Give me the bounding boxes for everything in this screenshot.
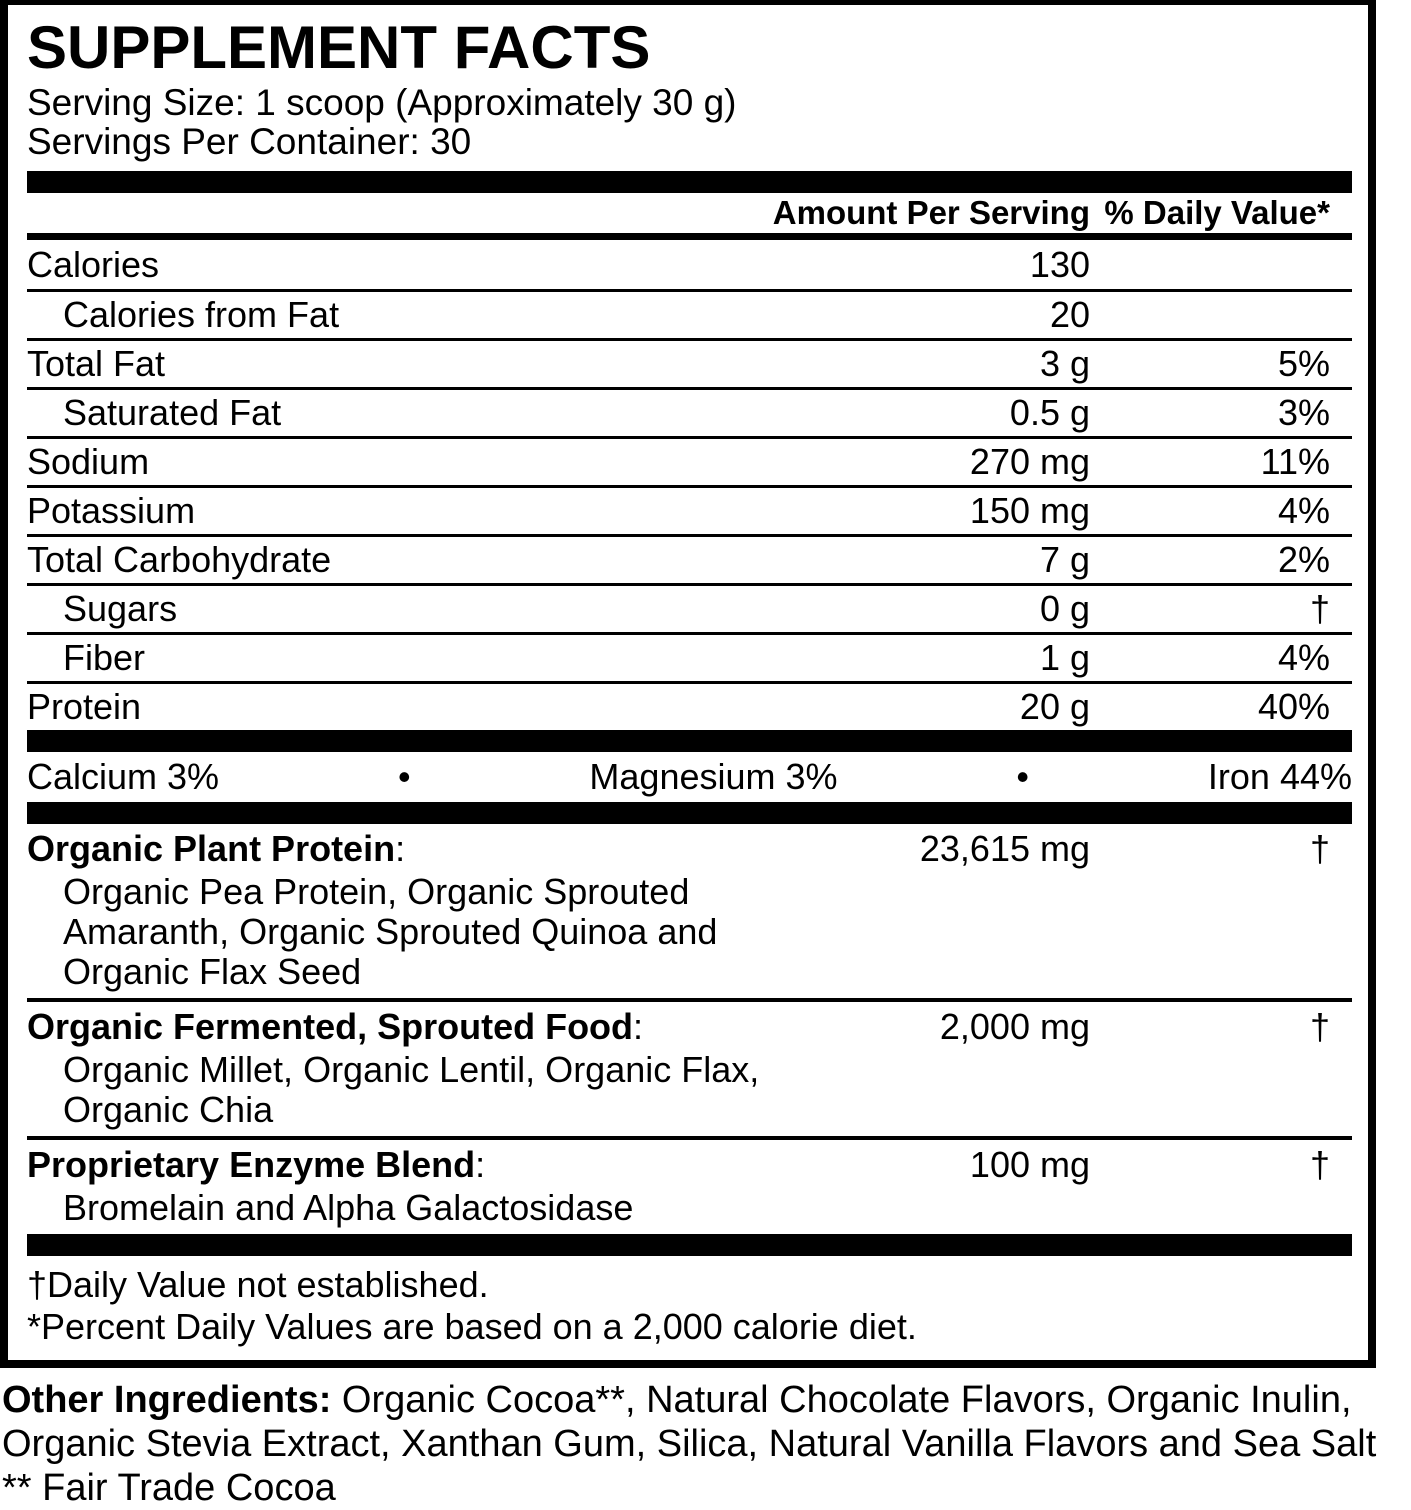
- blend-section-organic-plant-protein: Organic Plant Protein: 23,615 mg † Organic …: [27, 824, 1352, 998]
- nutrient-amt-total-carbohydrate: 7 g: [1039, 539, 1090, 580]
- footnote-percent-dv: *Percent Daily Values are based on a 2,0…: [27, 1306, 917, 1347]
- nutrient-amt-protein: 20 g: [1019, 686, 1090, 727]
- other-ingredients-line: Other Ingredients: Organic Cocoa**, Natu…: [2, 1378, 1411, 1422]
- nutrient-lbl-calories-from-fat: Calories from Fat: [63, 294, 340, 335]
- blend-ingredients-line: Amaranth, Organic Sprouted Quinoa and: [63, 911, 718, 952]
- nutrient-lbl-calories: Calories: [27, 243, 160, 285]
- nutrient-dvc-fiber: 4%: [1277, 637, 1330, 678]
- nutrient-amt-potassium: 150 mg: [969, 490, 1090, 531]
- blend-sections: Organic Plant Protein: 23,615 mg † Organic …: [27, 824, 1352, 1234]
- thick-divider-after-protein: [27, 730, 1352, 752]
- nutrient-row-protein: Protein 20 g 40%: [27, 681, 1352, 730]
- nutrient-amt-total-fat: 3 g: [1039, 343, 1090, 384]
- nutrient-row-total-fat: Total Fat 3 g 5%: [27, 338, 1352, 387]
- calcium-value: Calcium 3%: [27, 756, 220, 797]
- serving-info: Serving Size: 1 scoop (Approximately 30 …: [27, 77, 1352, 161]
- medium-divider-under-header: [27, 233, 1352, 240]
- nutrient-dvc-sugars: †: [1309, 588, 1330, 629]
- nutrient-amt-fiber: 1 g: [1039, 637, 1090, 678]
- bullet-separator: •: [1016, 756, 1030, 797]
- blend-dv-organic-fermented-sprouted-food: †: [1309, 1006, 1330, 1047]
- blend-amount-proprietary-enzyme-blend: 100 mg: [969, 1144, 1090, 1185]
- nutrient-amt-calories-from-fat: 20: [1049, 294, 1090, 335]
- blend-section-organic-fermented-sprouted-food: Organic Fermented, Sprouted Food: 2,000 m…: [27, 998, 1352, 1136]
- servings-per-container: Servings Per Container: 30: [27, 121, 472, 162]
- nutrient-dvc-protein: 40%: [1257, 686, 1330, 727]
- nutrient-lbl-fiber: Fiber: [63, 637, 146, 678]
- nutrient-lbl-total-fat: Total Fat: [27, 343, 166, 384]
- blend-ingredients-line: Organic Flax Seed: [63, 951, 362, 992]
- nutrient-amt-saturated-fat: 0.5 g: [1009, 392, 1090, 433]
- thick-divider-top: [27, 171, 1352, 193]
- minerals-row: Calcium 3% • Magnesium 3% • Iron 44%: [27, 752, 1352, 802]
- nutrient-dvc-saturated-fat: 3%: [1277, 392, 1330, 433]
- column-header-daily-value: % Daily Value*: [1104, 194, 1330, 231]
- blend-heading-organic-fermented-sprouted-food: Organic Fermented, Sprouted Food: 2,000 m…: [27, 1004, 1352, 1050]
- blend-name-organic-plant-protein: Organic Plant Protein:: [27, 828, 406, 869]
- iron-value: Iron 44%: [1207, 756, 1352, 797]
- thick-divider-after-minerals: [27, 802, 1352, 824]
- nutrient-row-potassium: Potassium 150 mg 4%: [27, 485, 1352, 534]
- nutrient-row-calories: Calories 130: [27, 240, 1352, 289]
- nutrient-lbl-sugars: Sugars: [63, 588, 178, 629]
- blend-amount-organic-plant-protein: 23,615 mg: [919, 828, 1090, 869]
- blend-dv-organic-plant-protein: †: [1309, 828, 1330, 869]
- nutrient-amt-sugars: 0 g: [1039, 588, 1090, 629]
- nutrient-amt-sodium: 270 mg: [969, 441, 1090, 482]
- nutrient-row-sugars: Sugars 0 g †: [27, 583, 1352, 632]
- blend-ingredients-line: Organic Chia: [63, 1089, 274, 1130]
- nutrient-row-total-carbohydrate: Total Carbohydrate 7 g 2%: [27, 534, 1352, 583]
- blend-section-proprietary-enzyme-blend: Proprietary Enzyme Blend: 100 mg † Bromelai…: [27, 1136, 1352, 1234]
- other-ingredients-text: Organic Cocoa**, Natural Chocolate Flavo…: [331, 1379, 1352, 1421]
- blend-amount-organic-fermented-sprouted-food: 2,000 mg: [939, 1006, 1090, 1047]
- blend-ingredients-line: Organic Millet, Organic Lentil, Organic …: [63, 1049, 760, 1090]
- magnesium-value: Magnesium 3%: [589, 756, 838, 797]
- other-ingredients-line: Organic Stevia Extract, Xanthan Gum, Sil…: [2, 1423, 1377, 1465]
- nutrient-dvc-total-carbohydrate: 2%: [1277, 539, 1330, 580]
- serving-size: Serving Size: 1 scoop (Approximately 30 …: [27, 82, 737, 123]
- other-ingredients-label: Other Ingredients:: [2, 1379, 332, 1421]
- thick-divider-after-blends: [27, 1234, 1352, 1256]
- nutrient-lbl-potassium: Potassium: [27, 490, 196, 531]
- nutrient-dvc-sodium: 11%: [1260, 441, 1330, 482]
- blend-name-proprietary-enzyme-blend: Proprietary Enzyme Blend:: [27, 1144, 486, 1185]
- nutrient-amt-calories: 130: [1029, 243, 1090, 285]
- column-header-amount: Amount Per Serving: [772, 194, 1090, 231]
- nutrient-lbl-total-carbohydrate: Total Carbohydrate: [27, 539, 332, 580]
- nutrient-row-calories-from-fat: Calories from Fat 20: [27, 289, 1352, 338]
- nutrient-dvc-potassium: 4%: [1277, 490, 1330, 531]
- nutrient-dvc-total-fat: 5%: [1277, 343, 1330, 384]
- panel-title: SUPPLEMENT FACTS: [27, 14, 651, 81]
- nutrient-rows: Calories 130 Calories from Fat 20 Total Fat 3…: [27, 240, 1352, 730]
- nutrient-lbl-sodium: Sodium: [27, 441, 150, 482]
- column-header-row: Amount Per Serving % Daily Value*: [27, 193, 1352, 233]
- blend-dv-proprietary-enzyme-blend: †: [1309, 1144, 1330, 1185]
- footnotes: †Daily Value not established. *Percent D…: [27, 1256, 1352, 1360]
- fair-trade-footnote: ** Fair Trade Cocoa: [2, 1467, 336, 1509]
- other-ingredients: Other Ingredients: Organic Cocoa**, Natu…: [0, 1368, 1411, 1510]
- supplement-facts-panel: SUPPLEMENT FACTS Serving Size: 1 scoop (…: [0, 0, 1376, 1368]
- nutrient-row-sodium: Sodium 270 mg 11%: [27, 436, 1352, 485]
- nutrient-row-saturated-fat: Saturated Fat 0.5 g 3%: [27, 387, 1352, 436]
- bullet-separator: •: [397, 756, 411, 797]
- nutrient-lbl-saturated-fat: Saturated Fat: [63, 392, 282, 433]
- blend-heading-organic-plant-protein: Organic Plant Protein: 23,615 mg †: [27, 826, 1352, 872]
- nutrient-row-fiber: Fiber 1 g 4%: [27, 632, 1352, 681]
- blend-ingredients-line: Bromelain and Alpha Galactosidase: [63, 1187, 634, 1228]
- blend-ingredients-line: Organic Pea Protein, Organic Sprouted: [63, 871, 690, 912]
- blend-heading-proprietary-enzyme-blend: Proprietary Enzyme Blend: 100 mg †: [27, 1142, 1352, 1188]
- nutrient-lbl-protein: Protein: [27, 686, 142, 727]
- blend-name-organic-fermented-sprouted-food: Organic Fermented, Sprouted Food:: [27, 1006, 644, 1047]
- footnote-dagger: †Daily Value not established.: [27, 1264, 489, 1305]
